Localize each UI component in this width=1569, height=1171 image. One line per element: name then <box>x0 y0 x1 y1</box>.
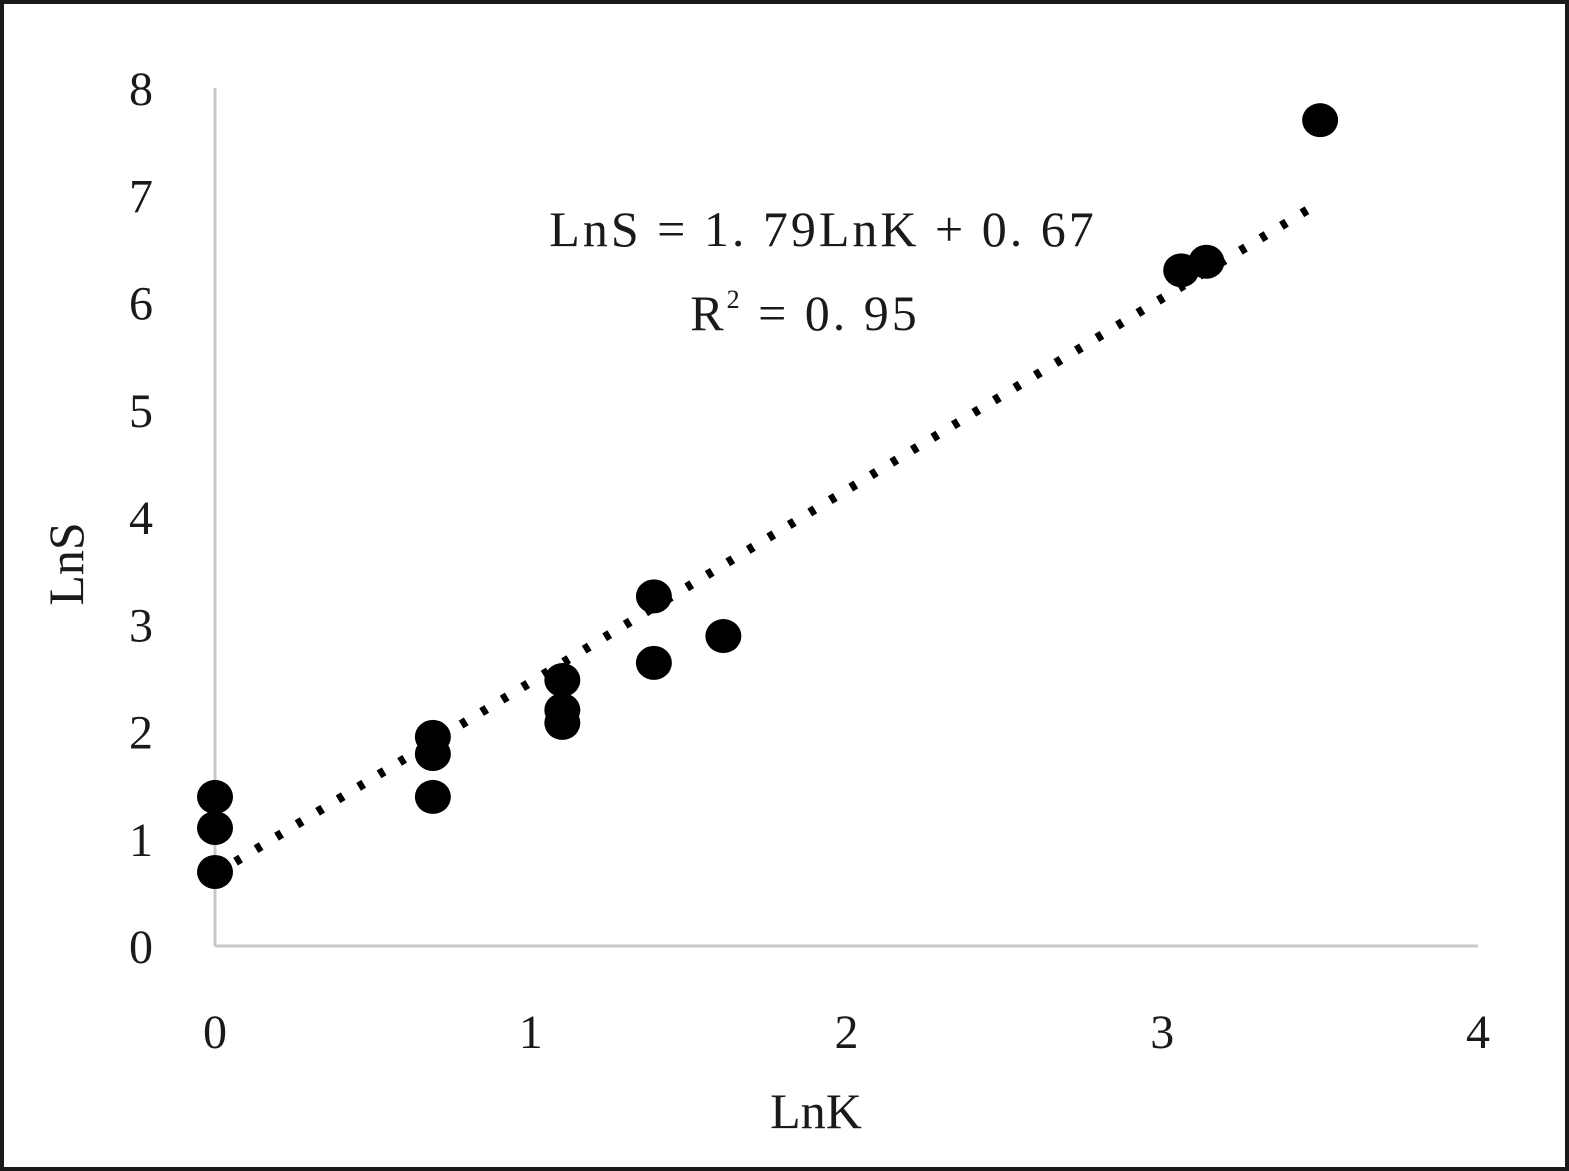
data-point <box>544 693 581 728</box>
data-point <box>414 779 451 814</box>
y-tick-label: 8 <box>129 63 153 116</box>
r-squared-label: R2 = 0. 95 <box>690 285 920 341</box>
y-tick-label: 5 <box>129 385 153 438</box>
data-point <box>635 579 672 614</box>
r-squared-prefix: R <box>690 285 726 341</box>
y-tick-label: 2 <box>129 707 153 760</box>
y-tick-label: 0 <box>129 921 153 974</box>
data-point <box>705 619 742 654</box>
data-point <box>414 719 451 754</box>
data-point <box>1188 244 1225 279</box>
y-tick-label: 3 <box>129 599 153 652</box>
y-tick-label: 7 <box>129 170 153 223</box>
x-axis-title: LnK <box>770 1083 862 1139</box>
data-point <box>197 811 233 846</box>
data-point <box>1302 103 1339 138</box>
regression-equation: LnS = 1. 79LnK + 0. 67 <box>549 201 1096 257</box>
y-axis-title: LnS <box>38 522 94 605</box>
x-tick-label: 4 <box>1466 1006 1490 1059</box>
x-tick-label: 2 <box>835 1006 859 1059</box>
x-tick-label: 1 <box>519 1006 543 1059</box>
data-point <box>197 779 233 814</box>
scatter-chart: 0 1 2 3 4 5 6 7 8 0 1 2 3 4 LnS = 1. 79LnK + 0. 67 R… <box>38 63 1490 1139</box>
data-point <box>635 645 672 680</box>
r-squared-superscript: 2 <box>727 285 743 314</box>
y-tick-label: 6 <box>129 278 153 331</box>
data-point <box>197 854 233 889</box>
x-tick-label: 3 <box>1150 1006 1174 1059</box>
r-squared-value: = 0. 95 <box>743 285 920 341</box>
x-tick-labels: 0 1 2 3 4 <box>203 1006 1490 1059</box>
data-points <box>197 103 1339 889</box>
y-tick-label: 4 <box>129 492 153 545</box>
data-point <box>544 663 581 698</box>
x-tick-label: 0 <box>203 1006 227 1059</box>
y-tick-labels: 0 1 2 3 4 5 6 7 8 <box>129 63 153 974</box>
y-tick-label: 1 <box>129 814 153 867</box>
